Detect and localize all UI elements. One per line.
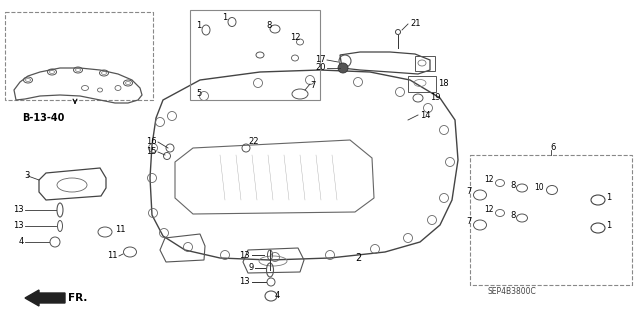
Text: 11: 11 — [115, 226, 125, 234]
Text: 1: 1 — [606, 194, 611, 203]
Text: 16: 16 — [147, 137, 157, 146]
Text: 13: 13 — [239, 250, 250, 259]
Text: 4: 4 — [19, 238, 24, 247]
Text: 10: 10 — [534, 183, 544, 192]
Text: 7: 7 — [310, 80, 316, 90]
Text: 19: 19 — [430, 93, 440, 101]
Text: 7: 7 — [467, 188, 472, 197]
Text: 13: 13 — [13, 221, 24, 231]
Text: 9: 9 — [249, 263, 254, 272]
Text: 15: 15 — [147, 147, 157, 157]
Text: 2: 2 — [355, 253, 361, 263]
Text: 12: 12 — [484, 175, 494, 184]
Text: 1: 1 — [222, 13, 227, 23]
Text: 7: 7 — [467, 218, 472, 226]
Text: 8: 8 — [511, 181, 516, 189]
Text: 17: 17 — [316, 56, 326, 64]
Text: 4: 4 — [275, 292, 280, 300]
Text: 13: 13 — [13, 205, 24, 214]
Text: FR.: FR. — [68, 293, 88, 303]
Text: 8: 8 — [266, 20, 271, 29]
Text: 13: 13 — [239, 278, 250, 286]
Text: 22: 22 — [248, 137, 259, 146]
Text: 12: 12 — [290, 33, 301, 42]
Text: B-13-40: B-13-40 — [22, 113, 65, 123]
Text: 21: 21 — [410, 19, 420, 28]
Bar — [5, 12, 153, 100]
Text: 14: 14 — [420, 110, 431, 120]
FancyArrow shape — [25, 290, 65, 306]
Text: 20: 20 — [316, 63, 326, 72]
Text: 18: 18 — [438, 78, 449, 87]
Circle shape — [338, 63, 348, 73]
Bar — [470, 155, 632, 285]
Text: 8: 8 — [511, 211, 516, 219]
Text: 5: 5 — [196, 90, 201, 99]
Text: 1: 1 — [606, 221, 611, 231]
Text: 1: 1 — [196, 21, 201, 31]
Text: 11: 11 — [108, 251, 118, 261]
Text: 6: 6 — [550, 144, 556, 152]
Text: SEP4B3800C: SEP4B3800C — [488, 287, 537, 296]
Bar — [190, 10, 320, 100]
Bar — [408, 76, 436, 92]
Bar — [415, 56, 435, 71]
Text: 3: 3 — [24, 172, 29, 181]
Text: 12: 12 — [484, 205, 494, 214]
